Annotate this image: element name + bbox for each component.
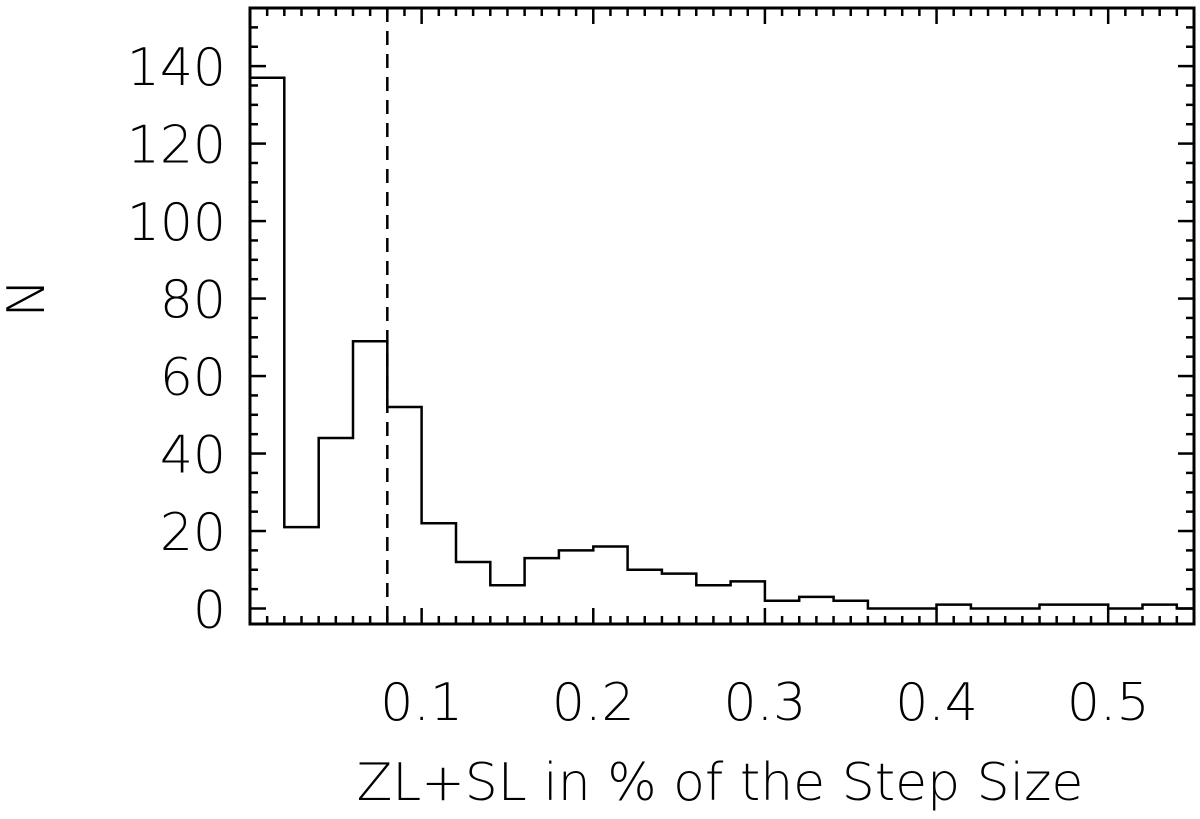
y-tick-labels: 0 20 40 60 80 100 120 140 (127, 38, 226, 640)
plot-frame (248, 6, 1196, 626)
y-tick-label: 80 (160, 271, 226, 331)
y-tick-label: 120 (127, 116, 226, 176)
y-tick-label: 40 (160, 426, 226, 486)
tick-marks (250, 8, 1196, 624)
x-tick-label: 0.3 (724, 673, 807, 733)
y-tick-label: 100 (127, 193, 226, 253)
x-tick-labels: 0.1 0.2 0.3 0.4 0.5 (380, 673, 1149, 733)
y-tick-label: 60 (160, 348, 226, 408)
x-axis-title: ZL+SL in % of the Step Size (357, 753, 1084, 813)
x-tick-label: 0.2 (552, 673, 635, 733)
x-tick-label: 0.5 (1067, 673, 1150, 733)
y-tick-label: 140 (127, 38, 226, 98)
y-tick-label: 0 (193, 581, 226, 641)
histogram-step-line (250, 76, 1194, 610)
x-tick-label: 0.1 (380, 673, 463, 733)
y-axis-title: N (0, 279, 57, 318)
x-tick-label: 0.4 (895, 673, 978, 733)
y-tick-label: 20 (160, 503, 226, 563)
